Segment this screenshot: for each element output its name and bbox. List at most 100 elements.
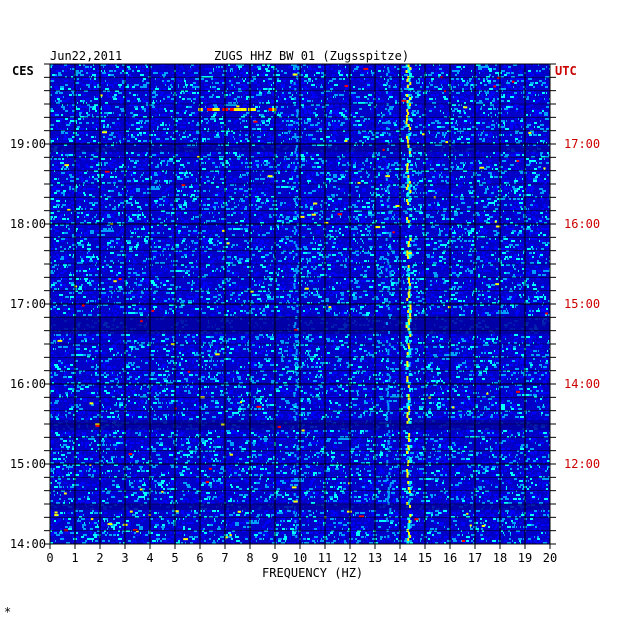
spectrogram-cell [56,184,59,186]
spectrogram-cell [239,134,241,136]
spectrogram-cell [316,86,317,88]
spectrogram-cell [456,66,457,68]
spectrogram-cell [233,144,237,146]
spectrogram-cell [331,68,333,70]
spectrogram-cell [463,66,465,68]
spectrogram-cell [83,64,85,66]
spectrogram-cell [404,198,405,200]
spectrogram-cell [475,204,477,206]
spectrogram-cell [395,126,398,128]
spectrogram-cell [112,160,116,162]
spectrogram-cell [546,210,547,212]
spectrogram-cell [369,130,371,132]
spectrogram-cell [429,132,430,134]
spectrogram-cell [56,136,59,138]
spectrogram-cell [484,84,487,86]
spectrogram-cell [127,66,130,68]
spectrogram-cell [61,172,65,174]
spectrogram-cell [468,104,469,106]
spectrogram-cell [130,160,134,162]
spectrogram-cell [530,130,534,132]
spectrogram-cell [254,82,257,84]
spectrogram-cell [56,126,58,128]
spectrogram-cell [464,182,465,184]
spectrogram-cell [431,144,434,146]
spectrogram-cell [421,168,423,170]
spectrogram-cell [397,84,400,86]
spectrogram-cell [272,204,274,206]
spectrogram-cell [405,182,409,184]
spectrogram-cell [308,78,311,80]
spectrogram-cell [518,122,521,124]
spectrogram-cell [80,144,81,146]
spectrogram-cell [50,78,54,80]
spectrogram-cell [344,90,345,92]
spectrogram-cell [50,126,52,128]
spectrogram-cell [415,210,419,212]
spectrogram-cell [493,152,495,154]
spectrogram-cell [170,110,173,112]
spectrogram-cell [385,182,388,184]
spectrogram-cell [338,200,341,202]
spectrogram-cell [426,122,429,124]
spectrogram-cell [409,94,412,96]
spectrogram-cell [136,136,138,138]
spectrogram-cell [322,174,325,176]
spectrogram-cell [121,102,122,104]
spectrogram-cell [400,72,404,74]
spectrogram-cell [394,66,396,68]
spectrogram-cell [134,144,136,146]
spectrogram-cell [317,64,321,66]
spectrogram-cell [405,172,409,174]
spectrogram-cell [492,186,493,188]
spectrogram-cell [377,128,380,130]
spectrogram-cell [116,128,119,130]
spectrogram-cell [168,86,169,88]
spectrogram-cell [355,186,359,188]
spectrogram-cell [488,96,492,98]
spectrogram-cell [297,104,300,106]
spectrogram-cell [255,156,258,158]
spectrogram-cell [292,186,296,188]
spectrogram-cell [62,152,64,154]
spectrogram-cell [280,202,283,204]
spectrogram-cell [532,110,534,112]
spectrogram-cell [183,194,186,196]
spectrogram-cell [222,116,223,118]
spectrogram-cell [341,188,345,190]
spectrogram-cell [517,178,521,180]
spectrogram-cell [307,66,308,68]
spectrogram-cell [440,80,441,82]
spectrogram-cell [470,88,472,90]
spectrogram-cell [345,170,348,172]
spectrogram-cell [424,90,428,92]
spectrogram-cell [194,186,197,188]
spectrogram-cell [381,192,382,194]
spectrogram-cell [183,166,185,168]
spectrogram-cell [288,124,290,126]
spectrogram-cell [60,86,64,88]
spectrogram-cell [420,76,422,78]
spectrogram-cell [230,92,231,94]
spectrogram-cell [523,90,525,92]
spectrogram-cell [426,190,427,192]
spectrogram-cell [354,68,358,70]
spectrogram-cell [277,168,281,170]
spectrogram-cell [110,166,114,168]
spectrogram-cell [93,166,97,168]
spectrogram-cell [407,156,411,158]
spectrogram-cell [204,102,208,104]
spectrogram-cell [176,132,178,134]
spectrogram-cell [443,96,446,98]
spectrogram-cell [521,92,522,94]
spectrogram-cell [534,126,535,128]
spectrogram-cell [479,168,480,170]
spectrogram-cell [403,90,404,92]
spectrogram-cell [162,134,166,136]
spectrogram-cell [510,80,512,82]
spectrogram-cell [253,134,254,136]
spectrogram-cell [327,172,329,174]
spectrogram-cell [464,118,465,120]
spectrogram-cell [92,116,94,118]
spectrogram-cell [506,120,507,122]
